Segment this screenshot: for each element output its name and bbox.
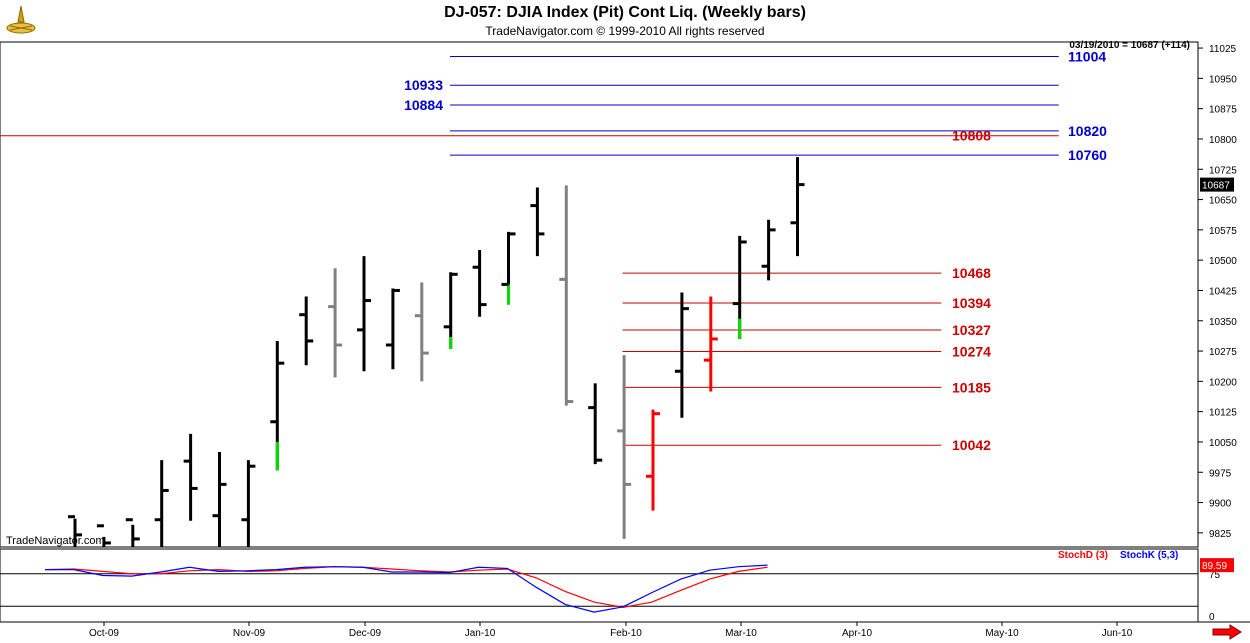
last-price-tag-label: 10687 (1202, 181, 1230, 192)
level-label-11004: 11004 (1068, 49, 1106, 65)
time-axis-tick-label: Dec-09 (349, 628, 382, 639)
time-axis-tick-label: Mar-10 (725, 628, 757, 639)
oscillator-axis-tick-label: 0 (1209, 612, 1215, 623)
compass-logo-icon (6, 5, 36, 34)
price-axis-tick-label: 10200 (1209, 377, 1237, 388)
time-axis-tick-label: Nov-09 (233, 628, 266, 639)
level-label-10468: 10468 (952, 265, 991, 281)
level-label-10884: 10884 (404, 97, 443, 113)
level-label-10933: 10933 (404, 77, 443, 93)
time-axis-tick-label: Jun-10 (1102, 628, 1133, 639)
level-label-10820: 10820 (1068, 123, 1107, 139)
price-axis-tick-label: 9975 (1209, 468, 1232, 479)
time-axis-tick-label: Apr-10 (842, 628, 872, 639)
price-axis-tick-label: 10050 (1209, 438, 1237, 449)
chart-header: DJ-057: DJIA Index (Pit) Cont Liq. (Week… (0, 0, 1250, 40)
price-axis-tick-label: 11025 (1209, 44, 1237, 55)
oscillator-last-value-label: 89.59 (1202, 561, 1227, 572)
level-label-10274: 10274 (952, 343, 991, 359)
price-axis-tick-label: 10725 (1209, 165, 1237, 176)
price-axis-tick-label: 10950 (1209, 74, 1237, 85)
level-label-10760: 10760 (1068, 147, 1107, 163)
price-axis-tick-label: 9825 (1209, 529, 1232, 540)
stoch-d-legend: StochD (3) (1058, 550, 1108, 561)
price-axis-tick-label: 10575 (1209, 226, 1237, 237)
stoch-k-line (45, 564, 768, 613)
price-panel-frame (0, 41, 1199, 548)
time-axis-tick-label: Feb-10 (610, 628, 642, 639)
last-price-readout: 03/19/2010 = 10687 (+114) (1069, 40, 1190, 51)
price-axis-tick-label: 10125 (1209, 408, 1237, 419)
level-label-10394: 10394 (952, 295, 991, 311)
time-axis-tick-label: Oct-09 (89, 628, 119, 639)
oscillator-last-value-tag (1200, 558, 1234, 573)
price-axis-tick-label: 9900 (1209, 499, 1232, 510)
level-label-10185: 10185 (952, 379, 991, 395)
price-axis-tick-label: 10425 (1209, 286, 1237, 297)
level-label-10327: 10327 (952, 322, 991, 338)
chart-title: DJ-057: DJIA Index (Pit) Cont Liq. (Week… (444, 4, 806, 21)
stoch-k-legend: StochK (5,3) (1120, 550, 1178, 561)
time-axis-tick-label: May-10 (985, 628, 1019, 639)
watermark-text: TradeNavigator.com (6, 535, 105, 547)
last-price-tag (1200, 177, 1234, 192)
price-axis-tick-label: 10500 (1209, 256, 1237, 267)
copyright-notice: TradeNavigator.com © 1999-2010 All right… (485, 24, 765, 38)
scroll-right-arrow-icon[interactable] (1212, 624, 1242, 640)
oscillator-axis-tick-label: 75 (1209, 570, 1221, 581)
level-label-10808: 10808 (952, 128, 991, 144)
time-axis-tick-label: Jan-10 (465, 628, 496, 639)
price-axis-tick-label: 10350 (1209, 317, 1237, 328)
price-axis-tick-label: 10650 (1209, 196, 1237, 207)
price-axis-tick-label: 10275 (1209, 347, 1237, 358)
level-label-10042: 10042 (952, 437, 991, 453)
price-axis-tick-label: 10875 (1209, 105, 1237, 116)
price-axis-tick-label: 10800 (1209, 135, 1237, 146)
stoch-d-line (44, 566, 768, 608)
